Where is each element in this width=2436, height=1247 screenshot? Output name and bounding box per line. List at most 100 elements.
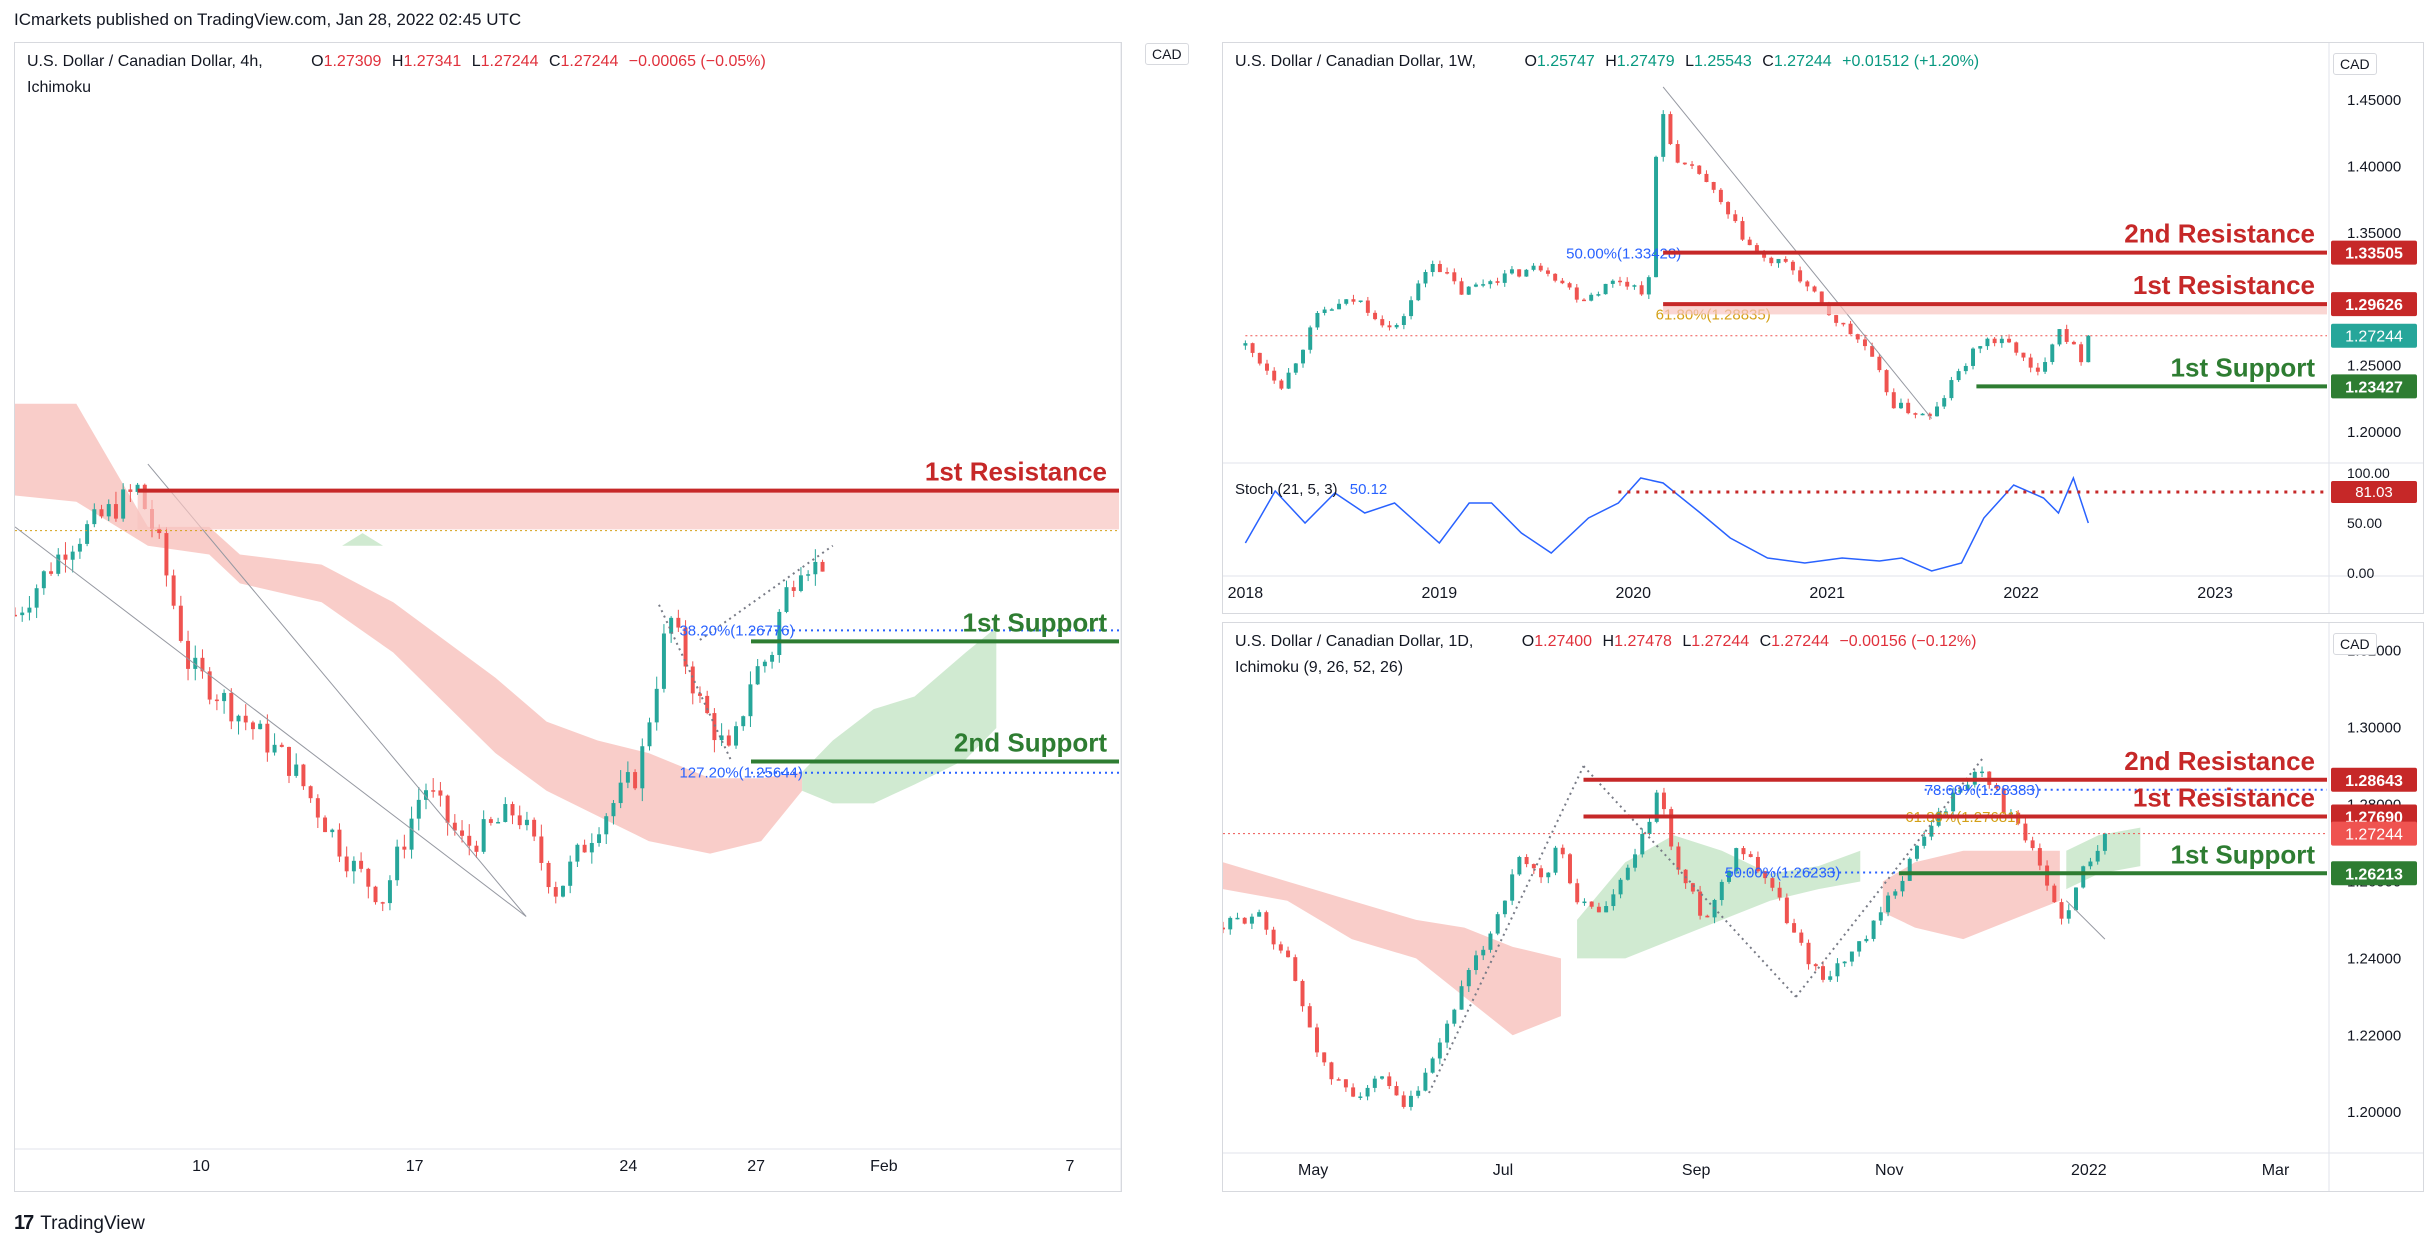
symbol-title: U.S. Dollar / Canadian Dollar, 1W,	[1235, 53, 1476, 70]
candle-body	[1669, 809, 1674, 847]
level-name-label: 1st Support	[2171, 839, 2316, 869]
chart-title-1w: U.S. Dollar / Canadian Dollar, 1W, O1.25…	[1235, 53, 1979, 71]
candle-body	[438, 790, 443, 796]
candle-body	[1272, 370, 1277, 381]
level-name-label: 2nd Support	[954, 728, 1107, 758]
candle-body	[258, 723, 263, 730]
chart-panel-1w[interactable]: 1.450001.400001.350001.300001.250001.200…	[1222, 42, 2424, 614]
level-name-label: 2nd Resistance	[2124, 219, 2315, 249]
candle-body	[359, 860, 364, 869]
currency-badge[interactable]: CAD	[1145, 43, 1189, 65]
candle-body	[70, 551, 75, 560]
candle-body	[539, 836, 544, 863]
candle-body	[49, 571, 54, 574]
candle-body	[1799, 932, 1804, 943]
candle-body	[2059, 902, 2064, 919]
candle-body	[1495, 914, 1500, 934]
candle-body	[1821, 966, 1825, 980]
chart-canvas-1w[interactable]: 1.450001.400001.350001.300001.250001.200…	[1223, 43, 2423, 613]
candle-body	[1531, 265, 1536, 270]
candle-body	[1733, 214, 1738, 222]
candle-body	[1618, 280, 1622, 283]
candle-body	[1344, 299, 1349, 304]
candle-body	[1394, 1086, 1399, 1096]
candle-body	[1907, 858, 1912, 881]
level-price-text: 1.29626	[2345, 297, 2403, 314]
current-price-badge	[2331, 821, 2417, 846]
candle-body	[561, 885, 565, 897]
candle-body	[2035, 367, 2040, 372]
fib-swing-line	[1428, 765, 1585, 1094]
candle-body	[1835, 963, 1840, 977]
candle-body	[1748, 854, 1753, 857]
candle-body	[1747, 239, 1752, 246]
candle-body	[1963, 365, 1968, 372]
candle-body	[2079, 344, 2084, 363]
currency-badge[interactable]: CAD	[2333, 53, 2377, 75]
candle-body	[1784, 897, 1789, 924]
chart-canvas-4h[interactable]: 1.310001.305001.300001.295001.290001.285…	[15, 43, 1121, 1191]
candle-body	[532, 819, 537, 837]
candle-body	[2071, 341, 2076, 345]
candle-body	[1956, 371, 1961, 381]
chart-panel-1d[interactable]: 1.320001.300001.280001.260001.240001.220…	[1222, 622, 2424, 1192]
candle-body	[705, 695, 710, 714]
candle-body	[1727, 870, 1732, 882]
candle-body	[582, 844, 587, 853]
indicator-label-ichimoku: Ichimoku	[27, 79, 92, 96]
candle-body	[330, 829, 335, 833]
candle-body	[2095, 850, 2100, 862]
candle-body	[1380, 1076, 1385, 1079]
candle-body	[1387, 1076, 1392, 1087]
y-tick-label: 1.40000	[2347, 158, 2401, 175]
stoch-level-badge	[2331, 480, 2417, 503]
candle-body	[791, 587, 796, 591]
x-tick-label: 2018	[1228, 585, 1264, 602]
candle-body	[496, 821, 501, 824]
candle-body	[1604, 906, 1609, 913]
candle-body	[1776, 258, 1781, 264]
candle-body	[128, 489, 133, 492]
y-tick-label: 1.25000	[2347, 357, 2401, 374]
candle-body	[1293, 363, 1298, 373]
x-tick-label: 2023	[2197, 585, 2233, 602]
candle-body	[20, 612, 25, 616]
candle-body	[1646, 277, 1651, 295]
candle-body	[1567, 854, 1572, 884]
candle-body	[1567, 283, 1572, 288]
candle-body	[1409, 300, 1414, 317]
candle-body	[1553, 273, 1558, 281]
chart-panel-4h[interactable]: 1.310001.305001.300001.295001.290001.285…	[14, 42, 1189, 1192]
candle-body	[1870, 346, 1875, 357]
candle-body	[669, 617, 674, 634]
candle-body	[1380, 319, 1385, 326]
candle-body	[1891, 392, 1896, 409]
candle-body	[467, 835, 472, 846]
candle-body	[1265, 363, 1269, 371]
candle-body	[798, 575, 803, 591]
candle-body	[1754, 245, 1759, 255]
candle-body	[207, 671, 212, 700]
candle-body	[770, 654, 775, 662]
candle-body	[1445, 272, 1450, 274]
candle-body	[1387, 325, 1392, 328]
candle-body	[1481, 949, 1486, 956]
candle-body	[1935, 406, 1939, 417]
candle-body	[85, 524, 90, 544]
y-tick-label: 1.22000	[2347, 1027, 2401, 1044]
candle-body	[597, 834, 602, 843]
symbol-title: U.S. Dollar / Canadian Dollar, 1D,	[1235, 633, 1474, 650]
candle-body	[1834, 315, 1839, 323]
level-price-badge	[2331, 861, 2417, 886]
candle-body	[741, 716, 746, 727]
currency-badge[interactable]: CAD	[2333, 633, 2377, 655]
candle-body	[553, 887, 558, 897]
candle-body	[287, 746, 291, 776]
footer-brand[interactable]: 17 TradingView	[14, 1212, 145, 1235]
candle-body	[27, 607, 32, 613]
candle-body	[806, 574, 811, 576]
candle-body	[1423, 272, 1428, 284]
candle-body	[1329, 1062, 1334, 1080]
chart-canvas-1d[interactable]: 1.320001.300001.280001.260001.240001.220…	[1223, 623, 2423, 1191]
candle-body	[1958, 789, 1963, 793]
